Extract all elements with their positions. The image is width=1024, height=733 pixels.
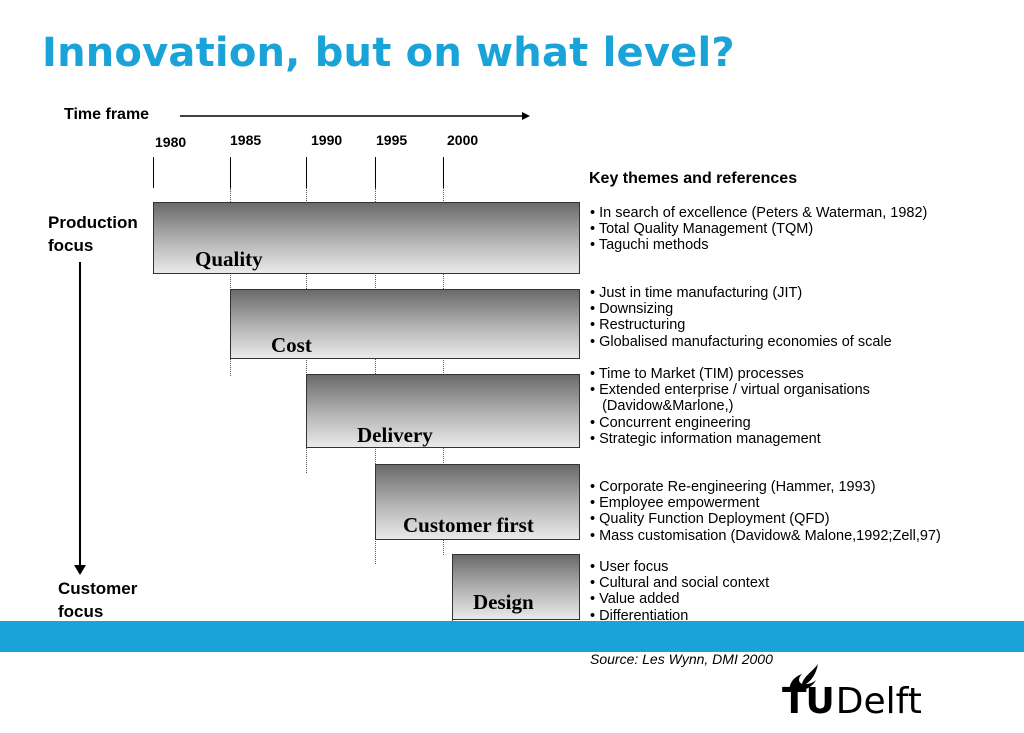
logo-delft: Delft (835, 681, 922, 722)
tick-1985 (230, 157, 231, 188)
page-title: Innovation, but on what level? (42, 30, 735, 76)
logo-tu: TU (782, 681, 835, 722)
bar-delivery (306, 374, 580, 448)
flame-icon (789, 664, 818, 692)
focus-axis-line (79, 262, 81, 567)
themes-cost: • Just in time manufacturing (JIT) • Dow… (590, 285, 892, 350)
key-themes-heading: Key themes and references (589, 170, 798, 187)
bar-label-cost: Cost (271, 333, 312, 357)
themes-customer-first: • Corporate Re-engineering (Hammer, 1993… (590, 479, 941, 544)
bar-customer-first (375, 464, 580, 540)
bar-design (452, 554, 580, 620)
tick-1995 (375, 157, 376, 188)
year-1995: 1995 (376, 132, 408, 148)
footer-band (0, 621, 1024, 652)
themes-design: • User focus • Cultural and social conte… (590, 559, 770, 624)
time-frame-label: Time frame (64, 106, 150, 123)
bar-label-quality: Quality (195, 247, 263, 271)
focus-arrow-head (74, 565, 86, 575)
bar-label-customer-first: Customer first (403, 513, 534, 537)
guide-1985 (230, 188, 231, 376)
year-1990: 1990 (311, 132, 343, 148)
bar-label-design: Design (473, 590, 534, 614)
source-citation: Source: Les Wynn, DMI 2000 (590, 651, 773, 667)
tick-1990 (306, 157, 307, 188)
tick-1980 (153, 157, 154, 188)
year-1980: 1980 (155, 134, 187, 150)
bar-label-delivery: Delivery (357, 423, 433, 447)
time-arrow (180, 112, 530, 120)
year-2000: 2000 (447, 132, 479, 148)
themes-quality: • In search of excellence (Peters & Wate… (590, 205, 928, 254)
themes-delivery: • Time to Market (TIM) processes • Exten… (590, 366, 870, 447)
bar-cost (230, 289, 580, 359)
guide-2000 (443, 188, 444, 555)
customer-focus-label: Customer focus (58, 579, 138, 621)
year-1985: 1985 (230, 132, 262, 148)
tick-2000 (443, 157, 444, 188)
production-focus-label: Production focus (48, 213, 138, 255)
bar-quality (153, 202, 580, 274)
